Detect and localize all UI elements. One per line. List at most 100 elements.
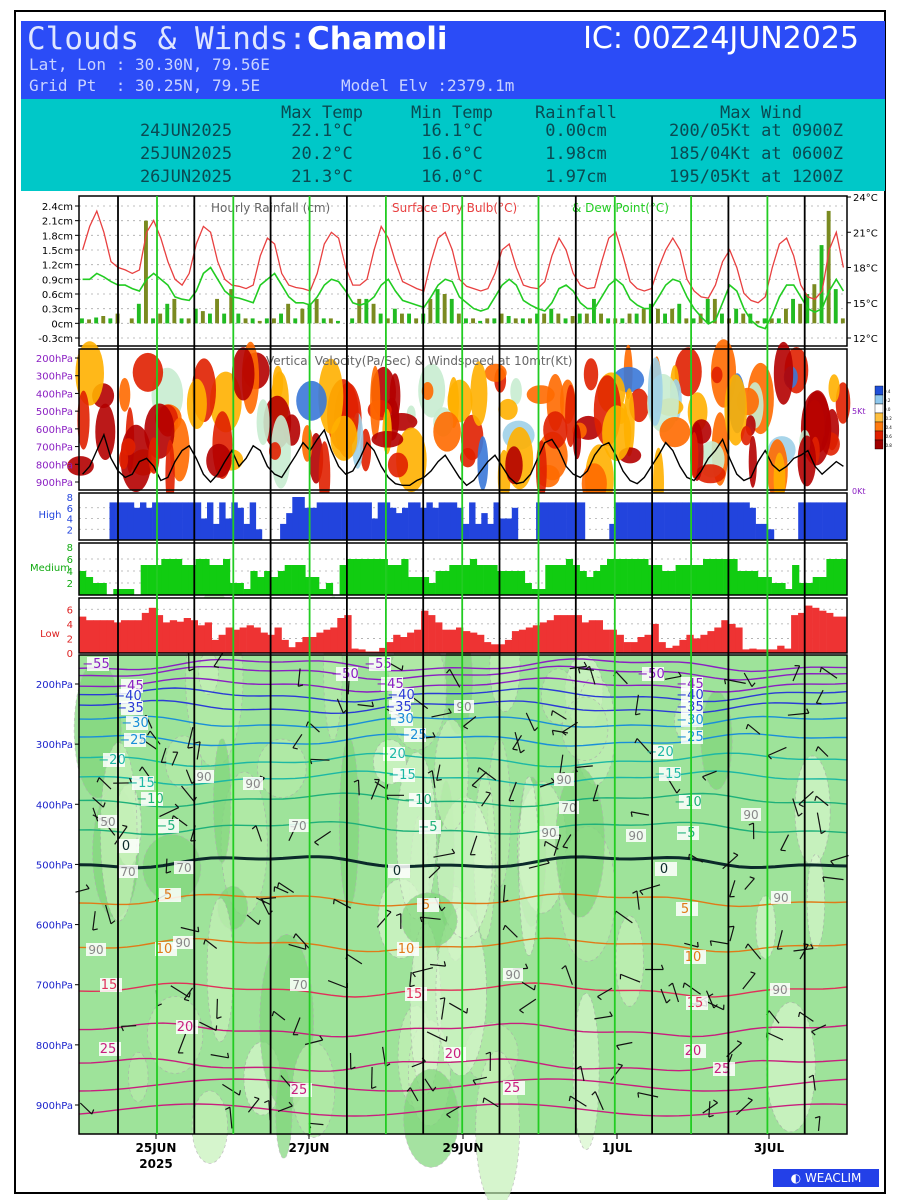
y-tick-label: 4 — [67, 515, 73, 526]
y-right-tick-label: 15°C — [853, 299, 878, 310]
wind-barb-flag — [561, 965, 566, 970]
cloud-bar — [816, 502, 823, 540]
wind-barb-flag — [748, 822, 754, 826]
rain-bar — [94, 317, 99, 324]
colorbar-label: 0.4 — [884, 389, 891, 394]
humidity-contour — [765, 1001, 816, 1133]
wind-barb-flag — [728, 925, 735, 928]
contour-label-bg — [651, 745, 673, 759]
cloud-bar — [243, 589, 251, 595]
x-tick-label: 29JUN — [443, 1141, 484, 1155]
cloud-bar — [158, 502, 165, 540]
wind-barb-flag — [485, 791, 491, 794]
wind-barb — [159, 807, 179, 818]
wind-barb — [610, 1064, 623, 1081]
contour-label-bg — [681, 677, 703, 691]
humidity-label-bg — [290, 978, 310, 991]
humidity-label: 90 — [175, 936, 190, 950]
cloud-bar — [127, 589, 135, 595]
row-date: 24JUN2025 — [139, 121, 233, 141]
wind-barb — [185, 769, 193, 784]
rain-bar — [762, 318, 767, 324]
contour-label: 10 — [685, 950, 702, 965]
velocity-contour — [477, 436, 489, 491]
cloud-bar — [183, 618, 191, 653]
wind-barb — [297, 668, 301, 687]
humidity-contour — [206, 897, 234, 1043]
cloud-bar — [316, 632, 324, 653]
cloud-bar — [225, 518, 232, 540]
cloud-bar — [567, 615, 575, 653]
dew-point-title: & Dew Point(°C) — [572, 201, 669, 215]
velocity-contour — [510, 378, 522, 405]
contour-label-bg — [405, 987, 427, 1001]
cloud-bar — [566, 502, 573, 540]
cloud-bar — [665, 647, 673, 653]
contour-label-bg — [655, 862, 677, 876]
cloud-bar — [700, 634, 708, 653]
wind-barb — [792, 798, 799, 817]
contour-label-bg — [681, 730, 703, 744]
cloud-bar — [339, 565, 347, 595]
cloud-bar — [791, 615, 799, 653]
wind-barb — [519, 998, 537, 1011]
y-tick-label: 2.1cm — [42, 217, 73, 228]
y-tick-label: 900hPa — [36, 478, 73, 489]
rain-bar — [371, 303, 376, 324]
cloud-bar — [188, 502, 196, 540]
velocity-contour — [206, 443, 232, 478]
humidity-contour — [146, 996, 204, 1074]
cloud-bar — [288, 647, 296, 653]
velocity-contour — [498, 398, 518, 420]
wind-barb-flag — [463, 725, 469, 730]
cloud-bar — [393, 634, 401, 653]
daily-summary-table: Max Temp Min Temp Rainfall Max Wind 24JU… — [21, 99, 885, 191]
cloud-bar — [421, 577, 430, 595]
cloud-bar — [175, 559, 183, 595]
humidity-label-bg — [118, 865, 138, 878]
humidity-label: 70 — [176, 861, 191, 875]
wind-barb — [569, 1095, 587, 1107]
cloud-bar — [538, 589, 546, 595]
cloud-bar — [812, 577, 820, 595]
cloud-bar — [360, 559, 368, 595]
cloud-bar — [109, 502, 116, 540]
wind-barb-flag — [534, 726, 539, 732]
cloud-bar — [152, 502, 159, 540]
wind-barb-flag — [639, 890, 644, 896]
cloud-bar — [559, 565, 567, 595]
wind-barb-flag — [477, 767, 480, 773]
cloud-bar — [730, 559, 738, 595]
contour-label-bg — [87, 657, 109, 671]
cloud-bar — [470, 632, 478, 653]
humidity-label: 90 — [505, 968, 520, 982]
wind-barb-flag — [471, 784, 477, 789]
y-tick-label: 1.5cm — [42, 246, 73, 257]
rain-bar — [456, 313, 461, 324]
cloud-bar — [438, 502, 445, 540]
wind-barb — [346, 953, 363, 965]
cloud-bar — [432, 507, 439, 541]
contour-label: 25 — [504, 1081, 521, 1096]
wind-barb — [525, 712, 536, 732]
contour-label-bg — [713, 1062, 735, 1076]
wind-barb-flag — [744, 943, 749, 949]
cloud-bar — [250, 571, 258, 595]
contour-label: −20 — [646, 745, 673, 760]
velocity-contour — [470, 361, 488, 427]
wind-barb-flag — [451, 848, 456, 854]
humidity-label: 90 — [556, 773, 571, 787]
cloud-bar — [641, 559, 649, 595]
wind-barb — [199, 1021, 217, 1031]
wind-barb-flag — [314, 841, 319, 846]
wind-barb — [767, 746, 787, 757]
wind-barb-flag — [213, 665, 220, 668]
x-axis: 25JUN 27JUN 29JUN 1JUL 3JUL 2025 — [136, 1134, 784, 1171]
velocity-contour — [77, 390, 90, 450]
colorbar-swatch — [874, 430, 884, 441]
y-tick-label: 6 — [67, 504, 73, 515]
wind-barb — [92, 797, 104, 808]
wind-barb-flag — [432, 1086, 437, 1092]
wind-barb — [409, 972, 412, 987]
wind-barb — [180, 926, 199, 933]
